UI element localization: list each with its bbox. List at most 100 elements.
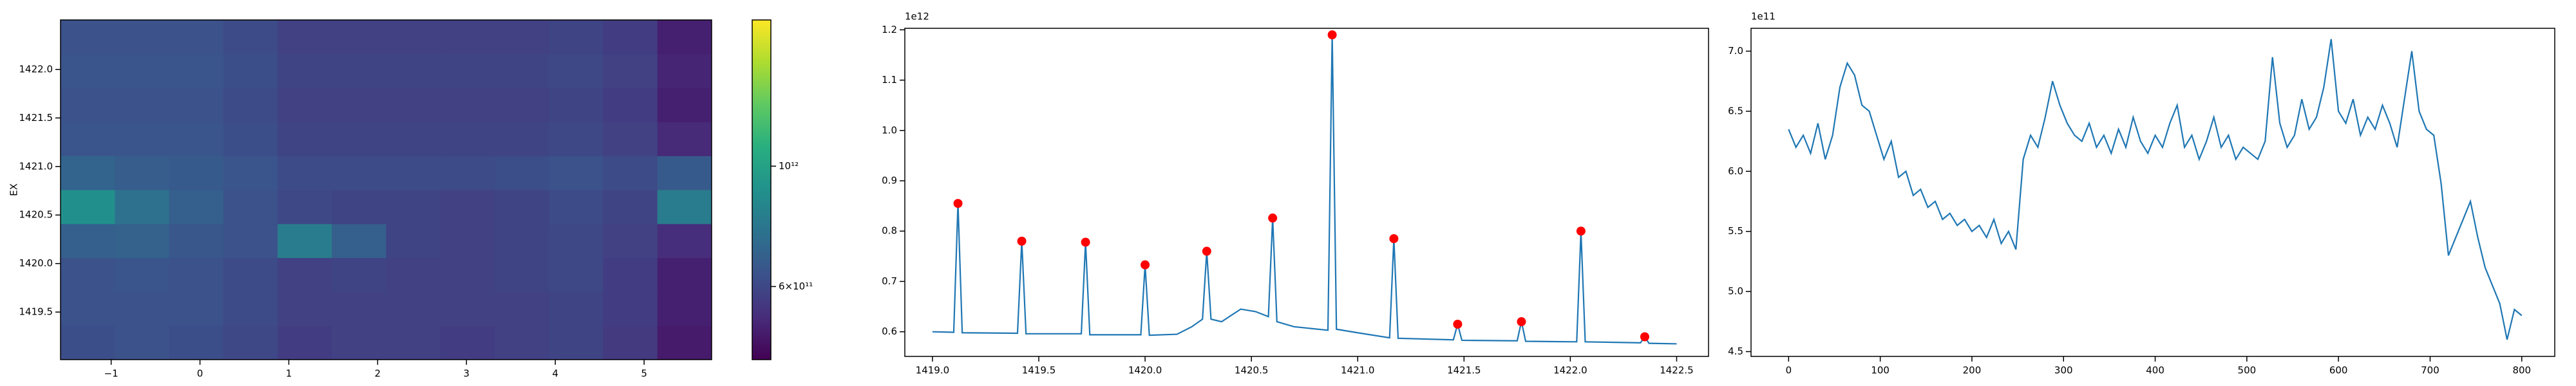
heatmap-cell	[549, 122, 603, 156]
y-tick-label: 6.0	[1728, 165, 1743, 177]
peak-marker	[1327, 30, 1337, 40]
heatmap-cell	[223, 190, 278, 225]
heatmap-cell	[61, 156, 115, 190]
y-tick-label: 0.7	[882, 275, 897, 287]
peak-marker	[1576, 226, 1586, 236]
x-tick-label: 1422.0	[1553, 365, 1587, 376]
x-tick-label: 2	[375, 368, 381, 380]
heatmap-cell	[115, 291, 170, 326]
heatmap-cell	[61, 223, 115, 259]
peak-marker	[1081, 237, 1090, 247]
heatmap-cell	[61, 326, 115, 360]
x-tick-label: 1420.0	[1128, 365, 1162, 376]
x-tick-label: 1421.0	[1341, 365, 1375, 376]
y-tick-label: 1.2	[882, 24, 897, 35]
heatmap-cell	[386, 223, 441, 259]
heatmap-cell	[386, 156, 441, 190]
x-tick-label: 4	[552, 368, 558, 380]
heatmap-cell	[169, 257, 224, 292]
heatmap-cell	[115, 190, 170, 225]
heatmap-cell	[440, 223, 495, 259]
heatmap-cell	[657, 291, 712, 326]
heatmap-cell	[657, 20, 712, 55]
heatmap-cell	[386, 53, 441, 89]
heatmap-cell	[440, 326, 495, 360]
heatmap-cell	[115, 20, 170, 55]
heatmap-cell	[332, 326, 386, 360]
heatmap-cell	[61, 257, 115, 292]
heatmap-cell	[61, 190, 115, 225]
heatmap-cell	[332, 20, 386, 55]
x-tick-label: 400	[2146, 365, 2164, 376]
heatmap-cell	[169, 156, 224, 190]
heatmap-cell	[495, 190, 549, 225]
x-tick-label: 1419.5	[1022, 365, 1056, 376]
x-tick-label: 800	[2512, 365, 2531, 376]
heatmap-cell	[603, 20, 658, 55]
heatmap-cell	[440, 257, 495, 292]
x-tick-label: 1	[286, 368, 292, 380]
heatmap-cell	[332, 53, 386, 89]
heatmap-cell	[440, 20, 495, 55]
heatmap-cell	[603, 87, 658, 122]
heatmap-cell	[223, 122, 278, 156]
x-tick-label: 0	[197, 368, 204, 380]
heatmap-cell	[440, 53, 495, 89]
y-tick-label: 6.5	[1728, 105, 1743, 116]
x-tick-label: 1420.5	[1235, 365, 1269, 376]
heatmap-cell	[657, 190, 712, 225]
y-tick-label: 1420.5	[19, 209, 53, 221]
y-tick-label: 1.1	[882, 74, 897, 86]
y-tick-label: 1.0	[882, 124, 897, 136]
y-tick-label: 7.0	[1728, 45, 1743, 57]
heatmap-cell	[495, 326, 549, 360]
heatmap-cell	[657, 87, 712, 122]
heatmap-cell	[603, 156, 658, 190]
heatmap-cell	[657, 326, 712, 360]
data-line	[1788, 39, 2523, 340]
heatmap-cell	[61, 122, 115, 156]
x-tick-label: 0	[1786, 365, 1792, 376]
heatmap-cell	[549, 257, 603, 292]
heatmap-cell	[440, 156, 495, 190]
x-tick-label: 700	[2421, 365, 2439, 376]
heatmap-cell	[549, 87, 603, 122]
axis-offset-label: 1e11	[1751, 11, 1776, 23]
x-tick-label: 3	[464, 368, 470, 380]
heatmap-cell	[277, 257, 332, 292]
heatmap-cell	[223, 326, 278, 360]
x-tick-label: −1	[104, 368, 118, 380]
heatmap-cell	[386, 291, 441, 326]
x-tick-label: 200	[1963, 365, 1982, 376]
peak-marker	[1389, 234, 1399, 243]
y-tick-label: 1422.0	[19, 63, 53, 75]
heatmap-cell	[223, 291, 278, 326]
colorbar-tick-label: 6×10¹¹	[779, 280, 813, 292]
heatmap-cell	[277, 20, 332, 55]
colorbar-tick-label: 10¹²	[779, 160, 799, 172]
x-tick-label: 500	[2238, 365, 2257, 376]
heatmap-cell	[332, 291, 386, 326]
heatmap-cell	[169, 223, 224, 259]
heatmap-cell	[603, 223, 658, 259]
heatmap-cell	[440, 190, 495, 225]
heatmap-cell	[169, 326, 224, 360]
peak-marker	[1517, 317, 1526, 327]
heatmap-cell	[332, 190, 386, 225]
peak-marker	[953, 199, 963, 208]
x-tick-label: 1421.5	[1447, 365, 1481, 376]
heatmap-cell	[440, 87, 495, 122]
heatmap-cell	[61, 20, 115, 55]
heatmap-cell	[549, 223, 603, 259]
heatmap-cell	[115, 326, 170, 360]
heatmap-cell	[277, 223, 332, 259]
heatmap-cell	[223, 156, 278, 190]
heatmap-cell	[277, 291, 332, 326]
heatmap-cell	[386, 20, 441, 55]
heatmap-cell	[332, 257, 386, 292]
heatmap-cell	[657, 257, 712, 292]
heatmap-cell	[495, 53, 549, 89]
y-tick-label: 5.5	[1728, 225, 1743, 237]
heatmap	[61, 20, 712, 360]
heatmap-cell	[223, 257, 278, 292]
